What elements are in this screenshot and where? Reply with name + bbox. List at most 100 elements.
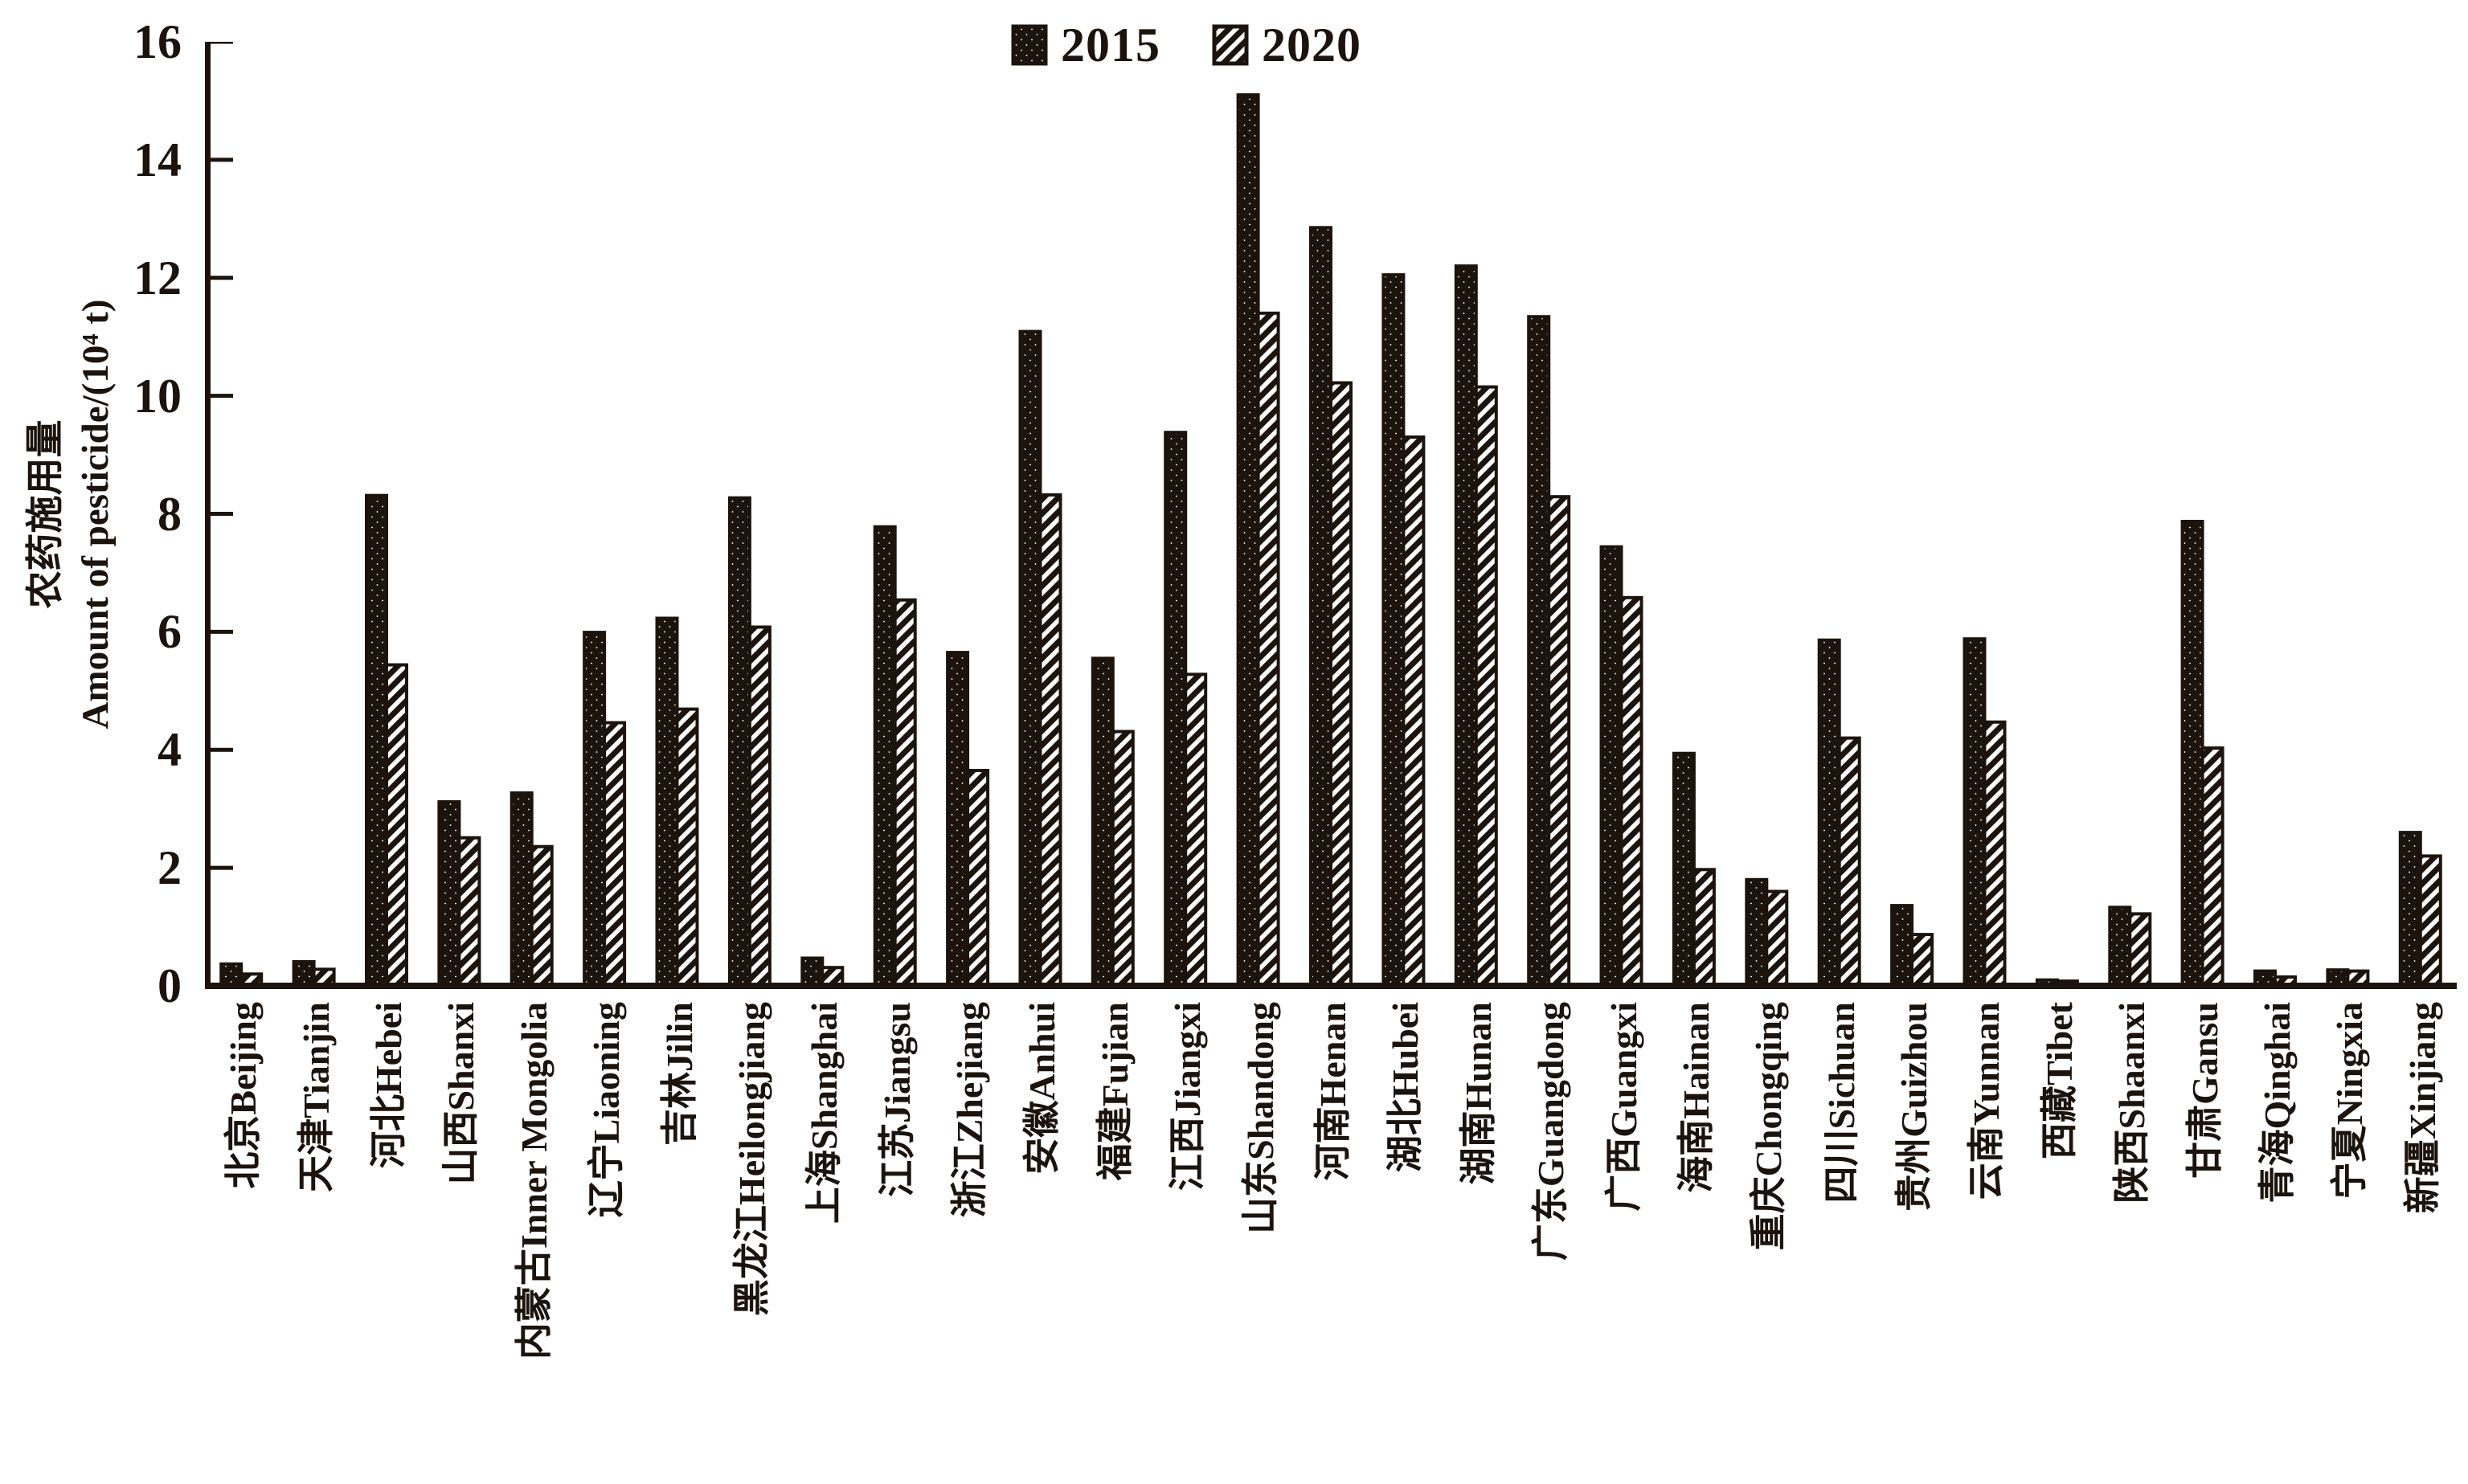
bar-2020-3 [385,663,408,987]
y-tick-label-0: 0 [158,959,182,1012]
x-label-15: 山东Shandong [1239,1002,1281,1234]
x-label-2: 天津Tianjin [295,1002,337,1192]
x-label-17: 湖北Hubei [1385,1002,1426,1173]
bar-2020-6 [603,721,627,987]
bar-2020-22 [1765,889,1789,987]
x-label-30: 宁夏Ningxia [2329,1002,2371,1200]
bar-2015-6 [583,631,607,987]
x-label-20: 广西Guangxi [1602,1002,1644,1212]
x-label-11: 浙江Zhejiang [949,1002,991,1218]
y-tick-label-12: 12 [133,251,182,305]
x-label-21: 海南Hainan [1675,1002,1717,1193]
x-label-13: 福建Fujian [1094,1002,1136,1181]
x-label-9: 上海Shanghai [804,1002,845,1224]
bar-2020-15 [1256,311,1280,987]
bar-2015-9 [800,956,825,987]
bar-2015-12 [1018,329,1042,988]
bar-2015-25 [1963,637,1987,987]
bar-2020-28 [2200,746,2224,987]
bar-2015-13 [1091,656,1115,988]
x-label-18: 湖南Hunan [1457,1002,1499,1185]
bar-2015-16 [1309,226,1332,988]
bar-2020-10 [893,598,917,987]
bar-2020-5 [530,844,554,988]
bar-2015-7 [655,616,679,987]
x-label-4: 山西Shanxi [440,1002,482,1185]
x-label-7: 吉林Jilin [658,1002,700,1146]
x-label-31: 新疆Xinjiang [2401,1002,2443,1214]
bar-2015-23 [1817,638,1841,987]
x-label-10: 江苏Jiangsu [876,1002,918,1197]
bar-2020-12 [1038,493,1062,987]
bar-2015-11 [946,651,970,987]
bar-2020-17 [1402,435,1426,987]
bar-2015-31 [2398,831,2422,987]
bar-2020-13 [1111,730,1135,987]
legend-item-2020: 2020 [1212,21,1361,69]
bar-2020-11 [966,769,990,987]
y-tick-label-16: 16 [133,15,182,68]
bar-2015-18 [1454,264,1478,988]
bar-2020-31 [2418,854,2442,988]
bar-2015-17 [1381,273,1406,988]
x-label-1: 北京Beijing [223,1002,264,1189]
legend-swatch-2015-crosshatch-icon [1011,24,1048,66]
bar-2015-22 [1745,877,1769,988]
bar-2015-24 [1890,904,1914,987]
x-label-3: 河北Hebei [367,1002,409,1168]
bar-2020-7 [675,707,699,987]
bar-2015-14 [1164,431,1188,987]
x-label-19: 广东Guangdong [1530,1002,1572,1261]
bar-2020-23 [1837,736,1861,987]
bar-2015-28 [2180,520,2204,987]
bar-2020-16 [1329,381,1353,987]
plot-area [205,42,2457,989]
bar-2015-2 [292,959,316,988]
x-label-16: 河南Henan [1312,1002,1353,1181]
x-label-27: 陕西Shaanxi [2111,1002,2153,1204]
legend-label-2020: 2020 [1262,18,1361,72]
bar-2020-19 [1547,495,1571,987]
bar-2020-20 [1619,595,1643,987]
y-tick-label-10: 10 [133,369,182,423]
y-tick-label-2: 2 [158,841,182,895]
bar-2015-3 [365,493,388,987]
bar-2020-4 [457,836,481,988]
bar-2015-5 [510,791,534,988]
bar-2015-10 [873,525,897,987]
x-label-29: 青海Qinghai [2257,1002,2298,1204]
bar-2015-15 [1236,93,1260,988]
x-label-26: 西藏Tibet [2038,1002,2080,1159]
bar-2020-8 [747,625,772,987]
bar-2015-1 [219,962,244,988]
bar-2020-27 [2128,912,2152,988]
bar-2015-27 [2108,906,2132,988]
bar-2015-8 [727,496,751,987]
x-label-28: 甘肃Gansu [2184,1002,2225,1179]
x-label-14: 江西Jiangxi [1167,1002,1209,1192]
y-tick-label-8: 8 [158,487,182,541]
legend-label-2015: 2015 [1061,18,1160,72]
x-label-6: 辽宁Liaoning [586,1002,628,1218]
bar-2015-20 [1599,545,1623,987]
y-tick-label-14: 14 [133,133,182,186]
legend-item-2015: 2015 [1011,21,1160,69]
x-label-5: 内蒙古Inner Mongolia [513,1002,555,1360]
legend: 2015 2020 [1011,21,1361,69]
y-tick-label-4: 4 [158,723,182,777]
y-tick-label-6: 6 [158,605,182,659]
bar-2020-21 [1692,868,1716,988]
bar-2020-14 [1184,673,1208,988]
bar-2020-18 [1474,385,1498,988]
x-label-22: 重庆Chongqing [1748,1002,1790,1251]
legend-swatch-2020-diagonal-icon [1212,24,1249,66]
bar-2020-25 [1983,720,2007,987]
bar-2020-24 [1910,933,1934,987]
bar-2015-19 [1527,315,1551,987]
x-label-8: 黑龙江Heilongjiang [731,1002,772,1317]
x-label-24: 贵州Guizhou [1893,1002,1935,1212]
x-label-12: 安徽Anhui [1021,1002,1063,1175]
x-label-23: 四川Sichuan [1820,1002,1862,1204]
bar-2015-4 [437,799,461,988]
